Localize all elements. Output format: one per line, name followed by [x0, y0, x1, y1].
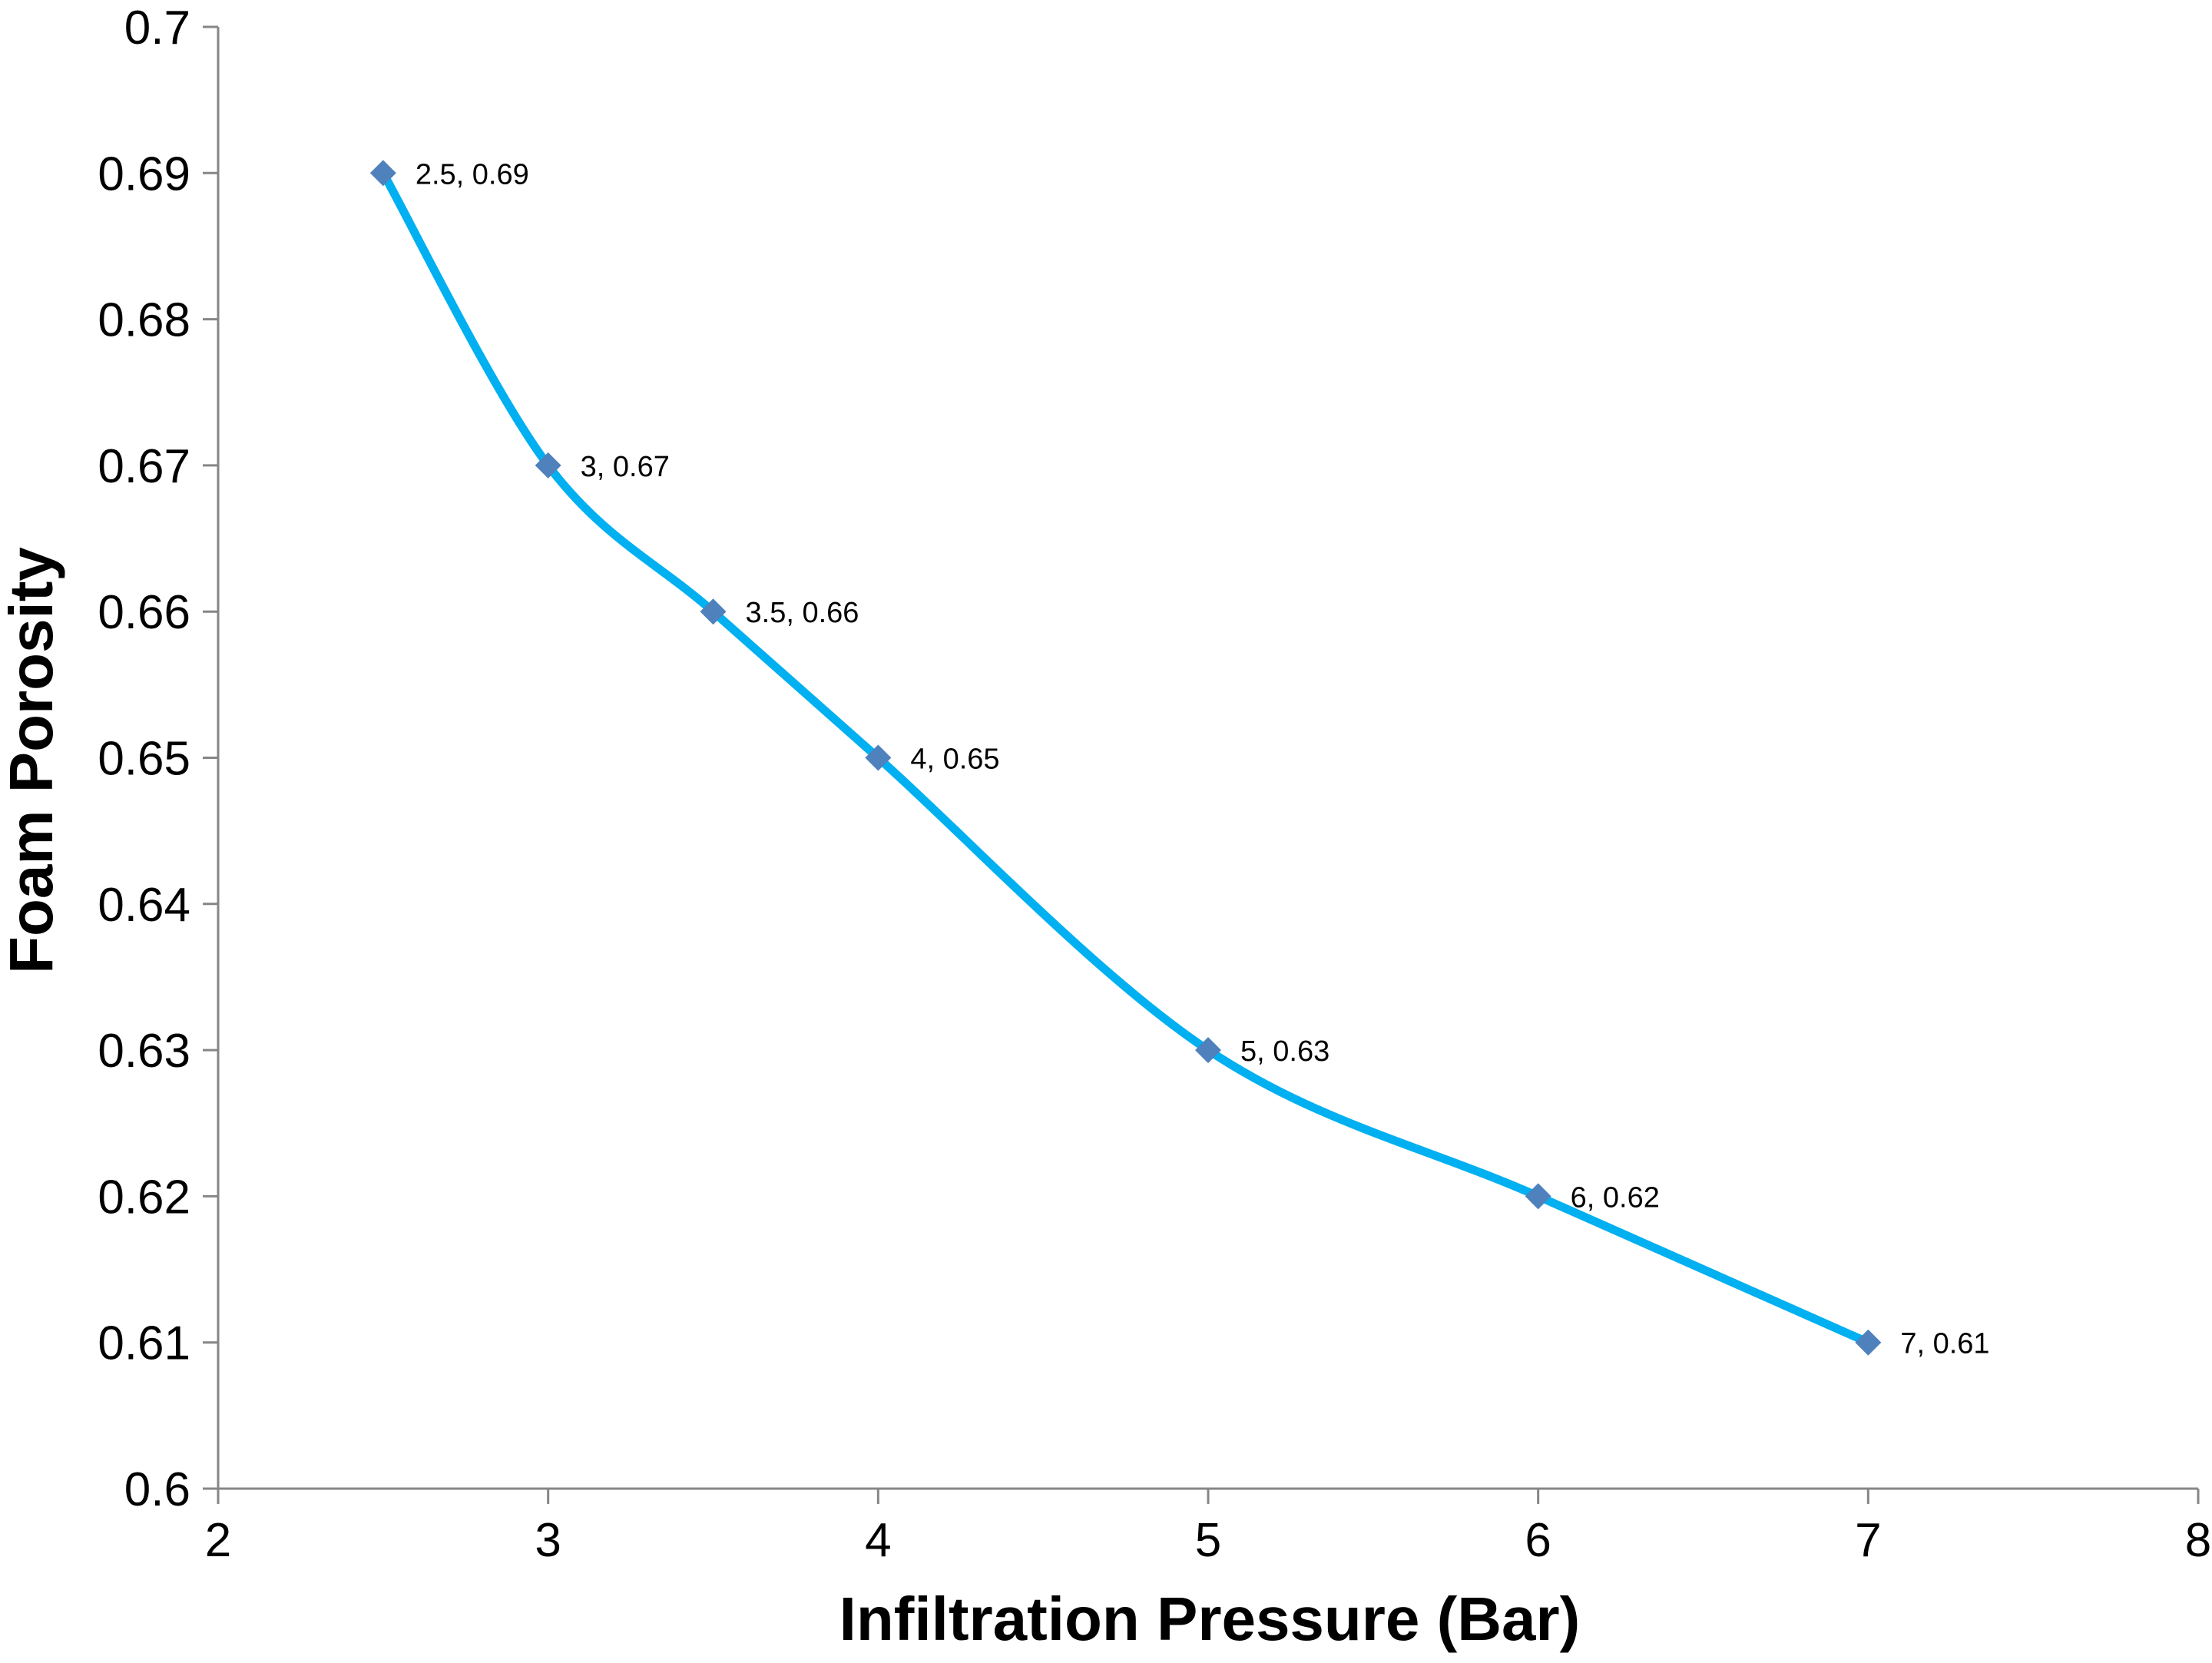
data-point-marker	[1195, 1037, 1221, 1064]
data-point-marker	[865, 744, 892, 771]
y-tick-label: 0.61	[98, 1317, 190, 1370]
x-tick-label: 5	[1195, 1514, 1221, 1567]
y-axis-title: Foam Porosity	[0, 547, 65, 974]
y-tick-label: 0.68	[98, 294, 190, 347]
data-point-marker	[1855, 1329, 1882, 1356]
y-tick-label: 0.62	[98, 1171, 190, 1224]
x-tick-label: 6	[1525, 1514, 1551, 1567]
y-tick-label: 0.69	[98, 147, 190, 200]
axes	[203, 25, 2200, 1504]
data-point-marker	[700, 598, 727, 625]
x-tick-label: 3	[535, 1514, 561, 1567]
data-point-label: 3.5, 0.66	[746, 597, 859, 629]
x-axis-title: Infiltration Pressure (Bar)	[839, 1585, 1581, 1653]
y-tick-label: 0.63	[98, 1025, 190, 1078]
y-tick-label: 0.6	[124, 1463, 190, 1516]
y-tick-label: 0.66	[98, 586, 190, 639]
data-point-label: 3, 0.67	[581, 451, 670, 483]
data-point-marker	[535, 452, 561, 479]
data-point-label: 6, 0.62	[1571, 1181, 1660, 1214]
x-tick-label: 8	[2185, 1514, 2211, 1567]
tick-labels: 0.6 0.61 0.62 0.63 0.64 0.65 0.66 0.67 0.68 0.69 0…	[98, 2, 2211, 1567]
data-point-marker	[369, 160, 396, 187]
data-point-label: 5, 0.63	[1240, 1035, 1330, 1068]
y-tick-label: 0.64	[98, 879, 190, 932]
data-point-label: 7, 0.61	[1900, 1328, 1989, 1360]
data-labels: 2.5, 0.69 3, 0.67 3.5, 0.66 4, 0.65 5, 0.63 6…	[416, 158, 1990, 1360]
series-line	[379, 168, 1873, 1347]
series	[369, 160, 1882, 1356]
x-tick-label: 4	[865, 1514, 891, 1567]
y-tick-label: 0.67	[98, 440, 190, 493]
data-point-label: 2.5, 0.69	[416, 158, 529, 190]
data-point-marker	[1525, 1183, 1551, 1210]
x-tick-label: 7	[1855, 1514, 1881, 1567]
y-tick-label: 0.65	[98, 733, 190, 786]
data-point-label: 4, 0.65	[910, 744, 999, 776]
y-tick-label: 0.7	[124, 2, 190, 55]
x-tick-label: 2	[205, 1514, 231, 1567]
